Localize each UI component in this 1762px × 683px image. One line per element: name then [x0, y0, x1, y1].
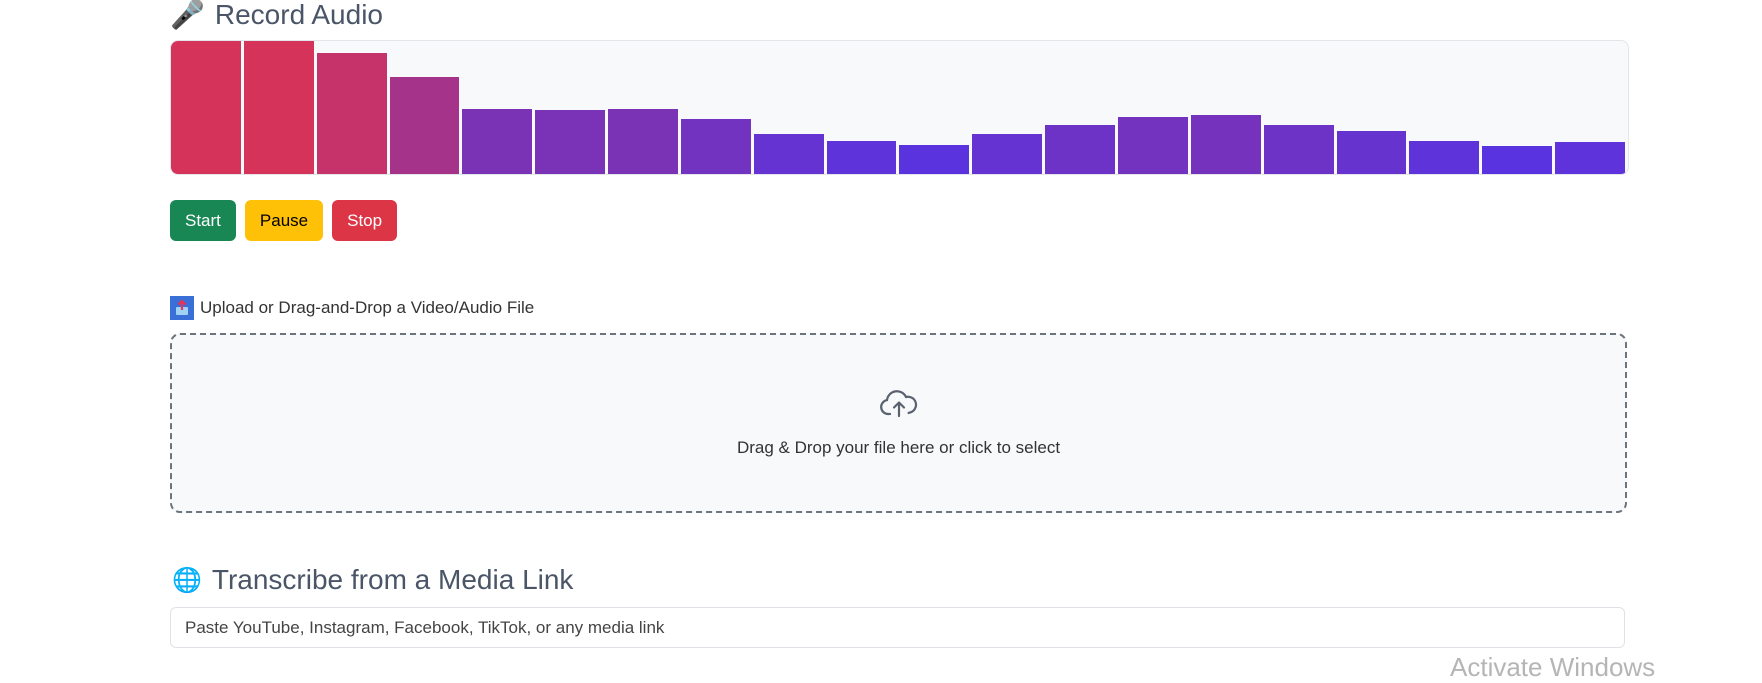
visualizer-bar [1045, 124, 1115, 174]
media-link-title: Transcribe from a Media Link [211, 564, 574, 595]
visualizer-bar [826, 140, 897, 174]
visualizer-bar [1336, 131, 1407, 174]
visualizer-bar [1409, 140, 1480, 174]
media-link-input[interactable] [170, 607, 1625, 648]
visualizer-bar [1555, 142, 1625, 174]
visualizer-bar [1190, 115, 1261, 174]
visualizer-bar [1117, 116, 1188, 174]
upload-label-text: Upload or Drag-and-Drop a Video/Audio Fi… [200, 298, 535, 317]
visualizer-bar [899, 144, 970, 174]
visualizer-bar [753, 134, 824, 174]
microphone-icon: 🎤 [170, 0, 205, 30]
visualizer-bar [171, 41, 241, 174]
upload-icon [170, 296, 194, 320]
record-audio-heading: 🎤 Record Audio [170, 0, 1627, 31]
dropzone-text: Drag & Drop your file here or click to s… [736, 437, 1061, 457]
visualizer-bar [535, 110, 606, 174]
media-link-heading: 🌐 Transcribe from a Media Link [172, 564, 573, 596]
visualizer-bar [608, 108, 678, 174]
visualizer-bar [680, 119, 751, 174]
start-button[interactable]: Start [170, 200, 236, 241]
visualizer-bar [389, 76, 460, 174]
upload-label: Upload or Drag-and-Drop a Video/Audio Fi… [170, 296, 534, 320]
visualizer-bar [316, 52, 387, 174]
audio-visualizer [170, 40, 1629, 175]
globe-icon: 🌐 [172, 566, 202, 594]
record-audio-title: Record Audio [214, 0, 383, 30]
file-dropzone[interactable]: Drag & Drop your file here or click to s… [170, 333, 1627, 513]
visualizer-bar [243, 41, 314, 174]
pause-button[interactable]: Pause [244, 200, 324, 241]
cloud-upload-icon [879, 389, 919, 424]
record-controls: Start Pause Stop [170, 200, 398, 241]
visualizer-bar [1482, 146, 1553, 174]
visualizer-bar [462, 108, 533, 174]
visualizer-bar [972, 134, 1043, 174]
stop-button[interactable]: Stop [332, 200, 398, 241]
visualizer-bar [1263, 124, 1334, 174]
